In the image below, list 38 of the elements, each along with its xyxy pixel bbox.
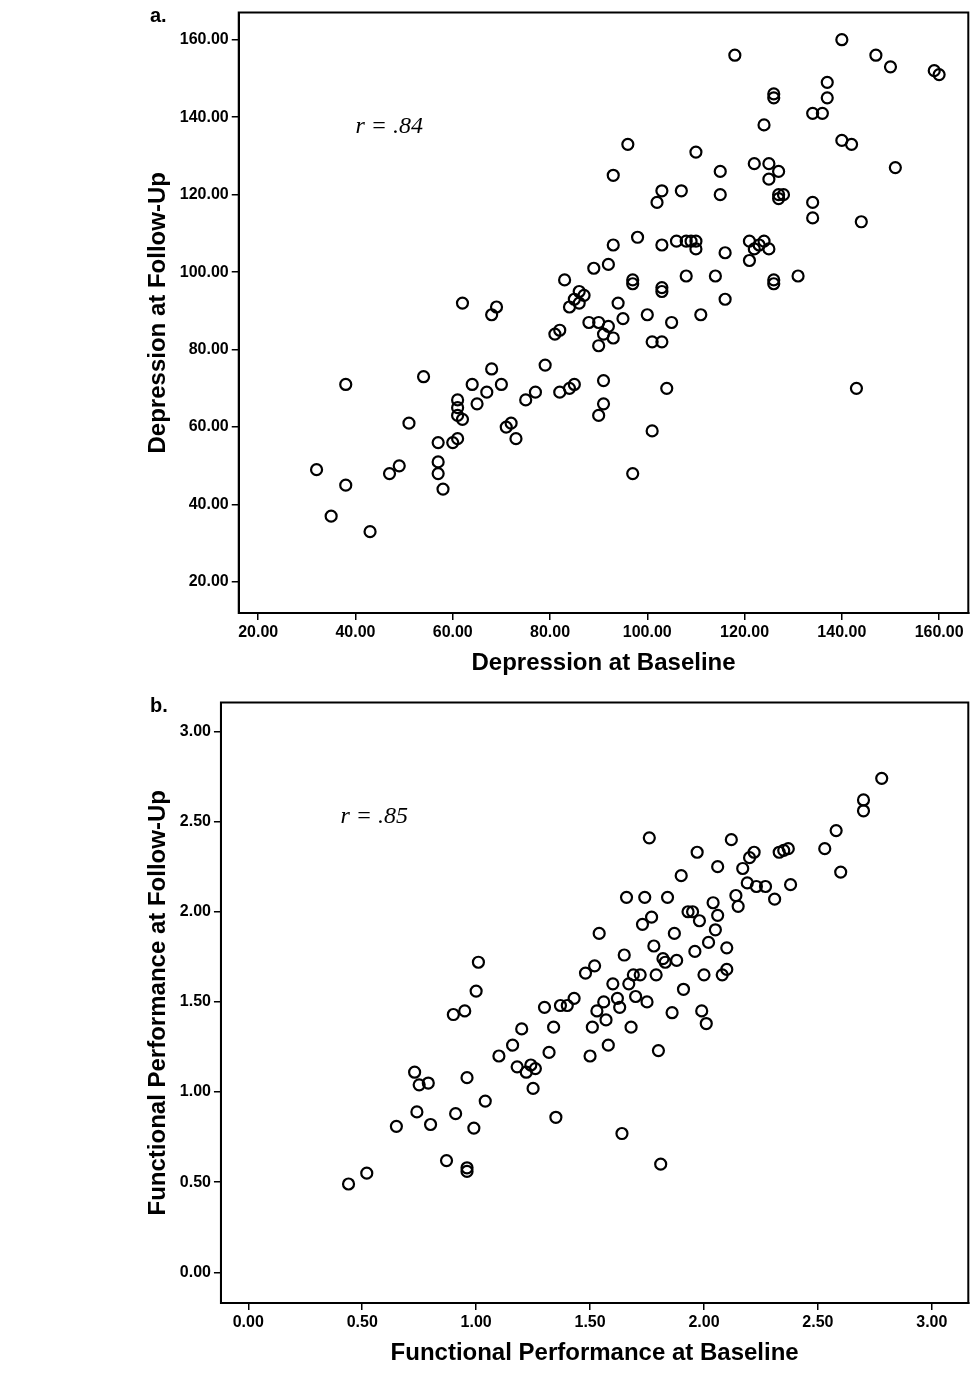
- x-axis-title: Functional Performance at Baseline: [390, 1338, 799, 1366]
- x-tick-label: 2.50: [802, 1313, 834, 1331]
- annotation: r = .84: [355, 111, 424, 138]
- y-tick-label: 40.00: [188, 494, 229, 512]
- x-tick-label: 1.50: [574, 1313, 606, 1331]
- y-tick-label: 140.00: [179, 107, 229, 125]
- x-tick-label: 3.00: [916, 1313, 948, 1331]
- x-tick-label: 40.00: [335, 623, 376, 641]
- y-tick-label: 0.50: [179, 1172, 212, 1190]
- x-tick-label: 0.50: [346, 1313, 378, 1331]
- x-axis-title: Depression at Baseline: [471, 648, 736, 676]
- x-tick-label: 1.00: [460, 1313, 492, 1331]
- x-tick-label: 0.00: [232, 1313, 264, 1331]
- y-tick-label: 2.00: [179, 902, 212, 920]
- y-tick-label: 120.00: [179, 185, 229, 203]
- y-tick-label: 60.00: [188, 417, 229, 435]
- annotation: r = .85: [340, 801, 409, 828]
- x-tick-label: 60.00: [432, 623, 473, 641]
- x-tick-label: 2.00: [688, 1313, 720, 1331]
- y-axis-title: Functional Performance at Follow-Up: [143, 790, 171, 1216]
- x-tick-label: 80.00: [529, 623, 571, 641]
- x-tick-label: 100.00: [622, 623, 672, 641]
- y-tick-label: 1.00: [179, 1082, 212, 1100]
- y-tick-label: 80.00: [188, 340, 229, 357]
- x-tick-label: 160.00: [914, 623, 964, 641]
- x-tick-label: 20.00: [238, 623, 279, 641]
- chart-title: a.: [150, 4, 167, 27]
- y-tick-label: 100.00: [179, 262, 229, 280]
- y-tick-label: 2.50: [179, 812, 212, 829]
- x-tick-label: 120.00: [720, 623, 770, 641]
- chart-title: b.: [150, 694, 168, 717]
- y-tick-label: 0.00: [179, 1262, 212, 1280]
- x-tick-label: 140.00: [817, 623, 867, 641]
- y-tick-label: 3.00: [179, 721, 212, 739]
- y-axis-title: Depression at Follow-Up: [143, 172, 171, 454]
- y-tick-label: 160.00: [179, 30, 229, 48]
- y-tick-label: 1.50: [179, 992, 212, 1010]
- y-tick-label: 20.00: [188, 572, 229, 590]
